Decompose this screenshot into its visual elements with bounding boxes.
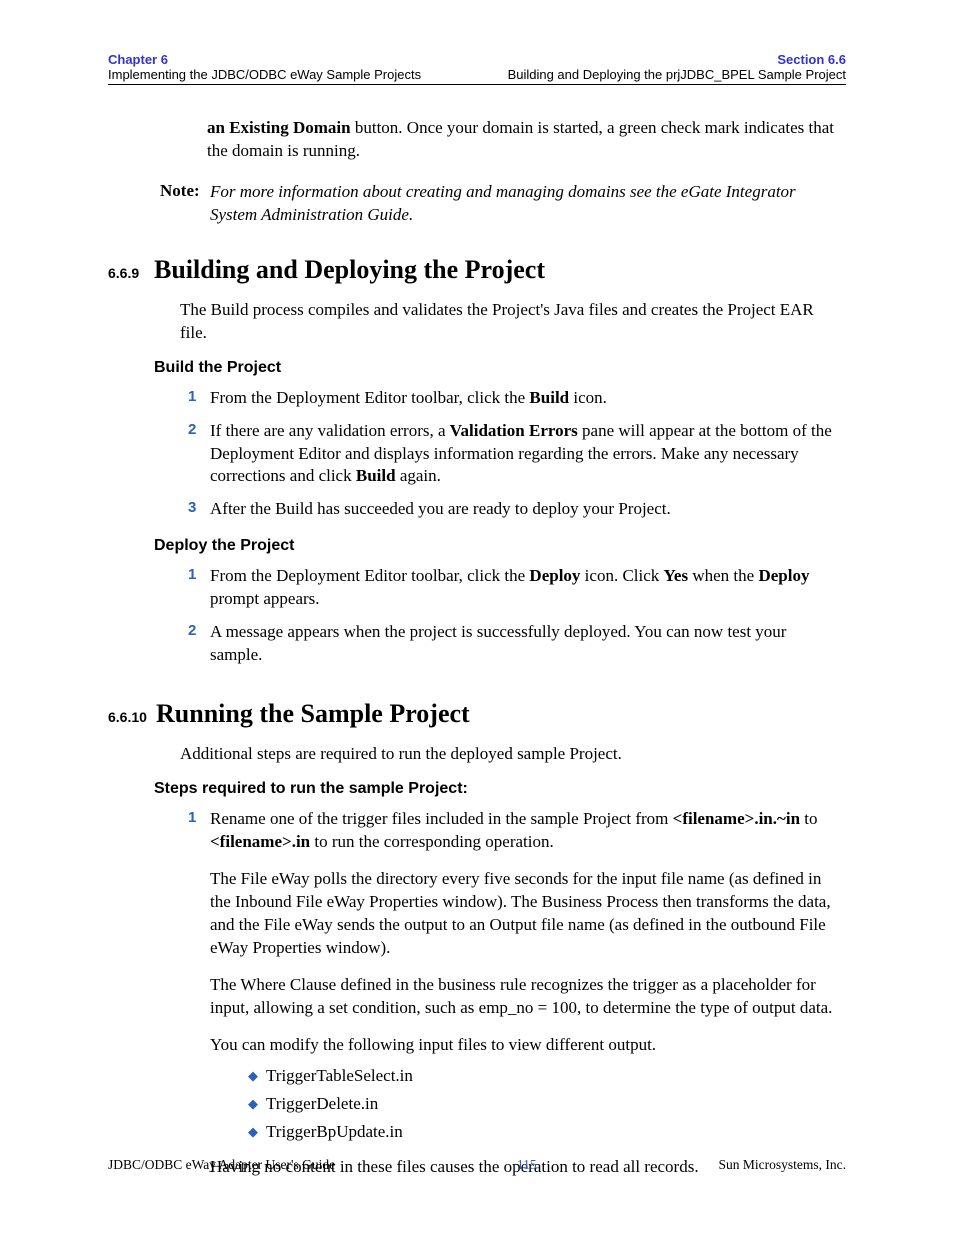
section-label: Section 6.6 — [508, 52, 846, 67]
bullet-text: TriggerBpUpdate.in — [266, 1122, 403, 1142]
text: From the Deployment Editor toolbar, clic… — [210, 388, 529, 407]
bold-text: Build — [356, 466, 396, 485]
note-text: For more information about creating and … — [210, 181, 836, 227]
note-label: Note: — [160, 181, 210, 227]
section-number: 6.6.9 — [108, 265, 154, 281]
list-body: From the Deployment Editor toolbar, clic… — [210, 387, 836, 410]
steps-subheading: Steps required to run the sample Project… — [154, 780, 846, 798]
list-number: 1 — [188, 565, 210, 611]
list-body: From the Deployment Editor toolbar, clic… — [210, 565, 836, 611]
footer-left: JDBC/ODBC eWay Adapter User's Guide — [108, 1157, 335, 1173]
bold-text: Yes — [664, 566, 689, 585]
bold-text: Build — [529, 388, 569, 407]
chapter-subtitle: Implementing the JDBC/ODBC eWay Sample P… — [108, 67, 421, 82]
section-number: 6.6.10 — [108, 709, 156, 725]
bullet-item: ◆ TriggerBpUpdate.in — [248, 1122, 846, 1142]
document-page: Chapter 6 Implementing the JDBC/ODBC eWa… — [0, 0, 954, 1235]
bold-text: Validation Errors — [450, 421, 578, 440]
list-item: 2 A message appears when the project is … — [188, 621, 836, 667]
list-body: A message appears when the project is su… — [210, 621, 836, 667]
bullet-text: TriggerTableSelect.in — [266, 1066, 413, 1086]
list-body: Rename one of the trigger files included… — [210, 808, 836, 854]
list-item: 1 Rename one of the trigger files includ… — [188, 808, 836, 854]
list-number: 2 — [188, 621, 210, 667]
list-body: After the Build has succeeded you are re… — [210, 498, 836, 521]
section-subtitle: Building and Deploying the prjJDBC_BPEL … — [508, 67, 846, 82]
bold-text: <filename>.in.~in — [673, 809, 800, 828]
list-item: 1 From the Deployment Editor toolbar, cl… — [188, 565, 836, 611]
header-left: Chapter 6 Implementing the JDBC/ODBC eWa… — [108, 52, 421, 82]
list-number: 1 — [188, 808, 210, 854]
footer-right: Sun Microsystems, Inc. — [718, 1157, 846, 1173]
note-block: Note: For more information about creatin… — [160, 181, 836, 227]
text: From the Deployment Editor toolbar, clic… — [210, 566, 529, 585]
bold-text: <filename>.in — [210, 832, 310, 851]
bullet-icon: ◆ — [248, 1066, 266, 1086]
list-item: 2 If there are any validation errors, a … — [188, 420, 836, 489]
bold-text: Deploy — [758, 566, 809, 585]
section-title: Running the Sample Project — [156, 699, 470, 729]
section-heading-669: 6.6.9 Building and Deploying the Project — [108, 255, 846, 285]
intro-paragraph: an Existing Domain button. Once your dom… — [207, 117, 836, 163]
bullet-icon: ◆ — [248, 1094, 266, 1114]
text: If there are any validation errors, a — [210, 421, 450, 440]
list-item: 3 After the Build has succeeded you are … — [188, 498, 836, 521]
section-title: Building and Deploying the Project — [154, 255, 545, 285]
bullet-item: ◆ TriggerDelete.in — [248, 1094, 846, 1114]
bold-text: an Existing Domain — [207, 118, 351, 137]
page-number: 115 — [517, 1157, 537, 1173]
section-intro: The Build process compiles and validates… — [180, 299, 836, 345]
text: icon. Click — [580, 566, 663, 585]
section-intro: Additional steps are required to run the… — [180, 743, 836, 766]
list-number: 3 — [188, 498, 210, 521]
paragraph: The Where Clause defined in the business… — [210, 974, 836, 1020]
text: when the — [688, 566, 758, 585]
list-body: If there are any validation errors, a Va… — [210, 420, 836, 489]
chapter-label: Chapter 6 — [108, 52, 421, 67]
text: to run the corresponding operation. — [310, 832, 554, 851]
bullet-icon: ◆ — [248, 1122, 266, 1142]
build-subheading: Build the Project — [154, 359, 846, 377]
bold-text: Deploy — [529, 566, 580, 585]
paragraph: The File eWay polls the directory every … — [210, 868, 836, 960]
paragraph: You can modify the following input files… — [210, 1034, 836, 1057]
text: again. — [396, 466, 441, 485]
header-right: Section 6.6 Building and Deploying the p… — [508, 52, 846, 82]
text: Rename one of the trigger files included… — [210, 809, 673, 828]
section-heading-6610: 6.6.10 Running the Sample Project — [108, 699, 846, 729]
list-item: 1 From the Deployment Editor toolbar, cl… — [188, 387, 836, 410]
text: prompt appears. — [210, 589, 320, 608]
list-number: 1 — [188, 387, 210, 410]
text: to — [800, 809, 817, 828]
bullet-item: ◆ TriggerTableSelect.in — [248, 1066, 846, 1086]
list-number: 2 — [188, 420, 210, 489]
page-footer: JDBC/ODBC eWay Adapter User's Guide 115 … — [108, 1157, 846, 1173]
bullet-text: TriggerDelete.in — [266, 1094, 378, 1114]
page-header: Chapter 6 Implementing the JDBC/ODBC eWa… — [108, 52, 846, 85]
text: icon. — [569, 388, 607, 407]
deploy-subheading: Deploy the Project — [154, 537, 846, 555]
